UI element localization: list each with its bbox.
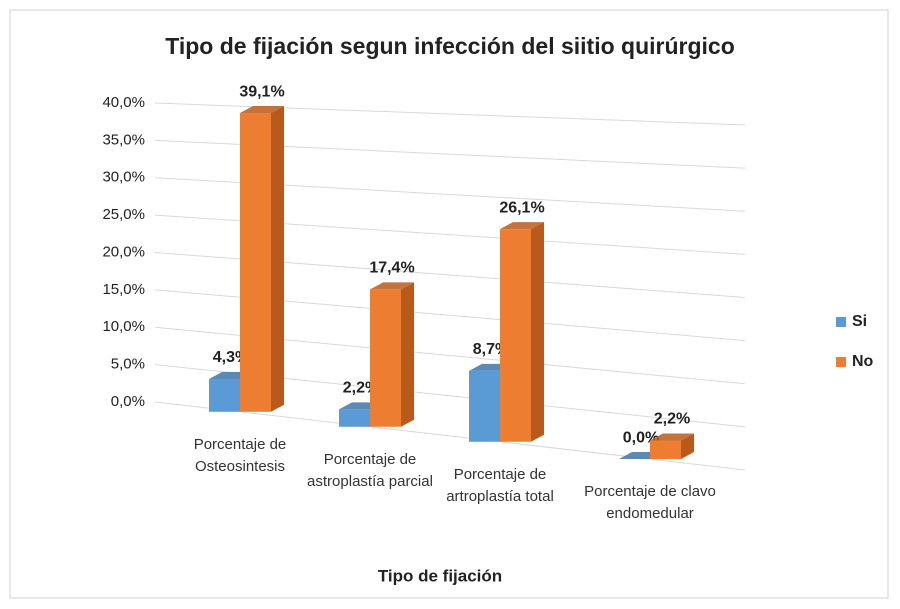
bar-top — [500, 222, 544, 230]
bar — [370, 289, 401, 427]
y-tick-label: 30,0% — [102, 169, 145, 186]
legend-label: No — [852, 353, 874, 370]
x-tick-label: Porcentaje de artroplastía total — [446, 465, 554, 505]
bar — [209, 378, 240, 412]
chart-title: Tipo de fijación segun infección del sii… — [165, 33, 735, 59]
data-label: 39,1% — [239, 83, 284, 100]
y-tick-label: 10,0% — [102, 318, 145, 335]
data-label: 2,2% — [654, 411, 690, 428]
y-tick-label: 35,0% — [102, 131, 145, 148]
legend-swatch — [836, 317, 846, 327]
legend-label: Si — [852, 313, 867, 330]
bar — [650, 440, 681, 460]
bar-top — [370, 282, 414, 290]
bar-top — [240, 106, 284, 114]
bar — [469, 370, 500, 442]
y-tick-label: 0,0% — [111, 393, 145, 410]
bar — [500, 229, 531, 442]
y-tick-label: 15,0% — [102, 281, 145, 298]
y-tick-label: 25,0% — [102, 206, 145, 223]
bar-side — [681, 433, 694, 460]
x-tick-label: Porcentaje de clavo endomedular — [584, 483, 716, 523]
y-tick-label: 5,0% — [111, 356, 145, 373]
x-axis-title: Tipo de fijación — [378, 566, 502, 585]
legend-swatch — [836, 357, 846, 367]
chart-border — [9, 9, 889, 599]
bar-side — [531, 222, 544, 442]
bar — [240, 113, 271, 412]
y-tick-label: 40,0% — [102, 94, 145, 111]
y-tick-label: 20,0% — [102, 243, 145, 260]
bar-side — [401, 282, 414, 427]
x-tick-label: Porcentaje de Osteosintesis — [193, 435, 287, 475]
bar-top — [650, 433, 694, 441]
x-tick-label: Porcentaje de astroplastía parcial — [307, 450, 433, 490]
data-label: 17,4% — [369, 260, 414, 277]
bar — [339, 409, 370, 427]
data-label: 26,1% — [499, 199, 544, 216]
bar-side — [271, 106, 284, 412]
